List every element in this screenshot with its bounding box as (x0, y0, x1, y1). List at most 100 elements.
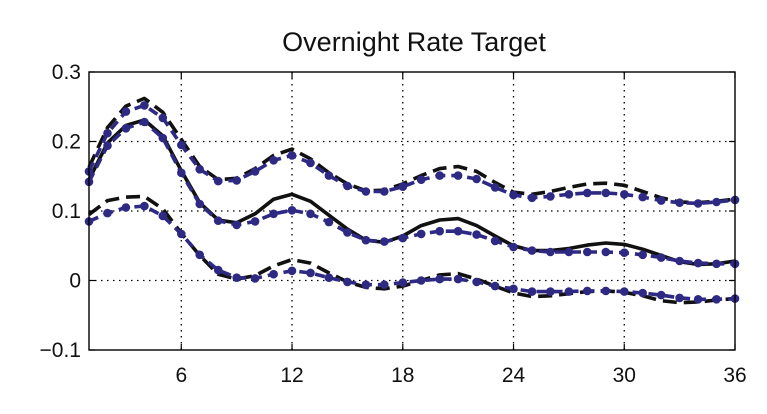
data-point (546, 287, 555, 296)
data-point (306, 158, 315, 168)
data-point (232, 220, 241, 230)
series-5 (84, 117, 740, 269)
x-tick-label: 36 (723, 364, 746, 387)
data-point (490, 236, 500, 246)
y-tick-label: 0.2 (52, 131, 81, 154)
data-point (103, 208, 112, 218)
data-point (380, 280, 389, 290)
data-point (158, 211, 168, 221)
data-point (158, 133, 168, 143)
data-point (435, 171, 445, 180)
data-point (527, 246, 537, 255)
data-point (213, 265, 223, 275)
data-point (656, 196, 666, 205)
data-point (601, 286, 611, 296)
data-point (103, 141, 112, 150)
data-point (546, 247, 555, 257)
data-point (712, 197, 721, 207)
data-point (527, 193, 537, 203)
data-point (140, 101, 149, 110)
data-point (213, 216, 223, 225)
data-point (398, 278, 408, 287)
data-point (195, 165, 204, 174)
data-point (472, 277, 481, 287)
data-point (564, 287, 574, 296)
data-point (195, 250, 204, 260)
data-point (675, 198, 684, 207)
x-tick-label: 18 (391, 364, 414, 387)
data-point (232, 176, 241, 185)
data-point (509, 242, 518, 252)
data-point (343, 181, 352, 191)
x-tick-label: 6 (175, 364, 187, 387)
data-point (490, 281, 500, 291)
data-point (361, 187, 371, 196)
data-point (435, 226, 445, 236)
data-point (490, 183, 500, 192)
data-point (269, 269, 278, 279)
data-point (121, 124, 131, 133)
data-point (638, 250, 647, 260)
data-point (140, 201, 149, 211)
data-point (509, 190, 518, 200)
data-point (250, 217, 260, 226)
data-point (269, 156, 278, 165)
data-point (361, 235, 371, 245)
data-point (324, 171, 334, 180)
data-point (287, 266, 297, 276)
data-point (656, 290, 666, 300)
data-point (583, 247, 592, 257)
y-tick-label: 0.3 (52, 61, 81, 84)
data-point (250, 274, 260, 283)
data-point (103, 128, 112, 138)
series-line (87, 96, 736, 205)
data-point (343, 228, 352, 237)
axis-ticks (89, 71, 736, 351)
data-point (472, 230, 481, 239)
data-point (546, 192, 555, 201)
data-point (564, 190, 574, 199)
data-point (472, 174, 481, 184)
data-point (121, 107, 131, 116)
data-point (287, 151, 297, 160)
data-point (656, 253, 666, 262)
data-point (620, 190, 629, 199)
data-point (380, 237, 389, 246)
data-point (527, 287, 537, 296)
data-point (638, 192, 647, 202)
data-point (638, 288, 647, 298)
data-point (306, 268, 315, 278)
data-point (398, 233, 408, 243)
data-point (712, 295, 721, 304)
data-point (453, 226, 463, 236)
data-point (343, 277, 352, 287)
data-point (177, 229, 186, 239)
data-point (213, 176, 223, 186)
x-tick-label: 30 (613, 364, 636, 387)
data-point (324, 217, 334, 227)
grid (89, 72, 735, 350)
data-point (177, 168, 186, 178)
data-point (583, 188, 592, 198)
data-point (620, 287, 629, 296)
series-2 (87, 96, 736, 205)
data-point (195, 199, 204, 209)
series-layer (84, 96, 740, 305)
data-point (435, 274, 445, 284)
data-point (287, 206, 297, 215)
series-line (88, 204, 736, 302)
data-point (453, 274, 463, 284)
data-point (306, 209, 315, 219)
tick-labels: 6 12 18 24 30 36 −0.1 0 0.1 0.2 0.3 (40, 61, 747, 387)
data-point (324, 273, 334, 283)
data-point (398, 182, 408, 191)
data-point (583, 286, 592, 296)
x-tick-label: 12 (280, 364, 303, 387)
y-tick-label: 0.1 (52, 200, 81, 223)
data-point (361, 280, 371, 290)
y-tick-label: −0.1 (40, 339, 81, 362)
data-point (693, 258, 703, 268)
data-point (232, 273, 241, 283)
data-point (140, 117, 149, 127)
